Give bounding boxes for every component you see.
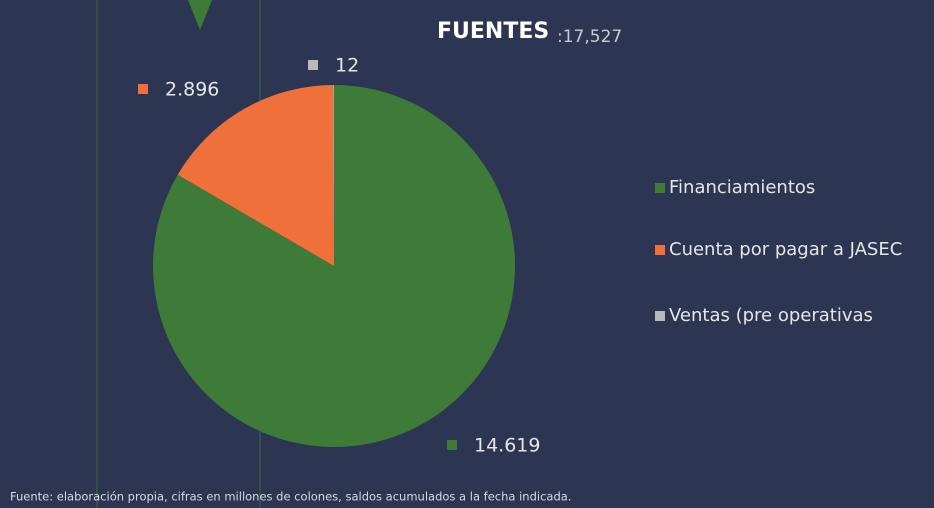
chart-title: FUENTES: [437, 19, 549, 44]
legend-label: Financiamientos: [669, 177, 816, 198]
data-label: 12: [335, 55, 359, 77]
pie-slice: [177, 85, 334, 266]
data-label: 14.619: [474, 435, 540, 457]
footnote: Fuente: elaboración propia, cifras en mi…: [10, 490, 571, 504]
legend-label: Ventas (pre operativas: [669, 305, 873, 326]
legend-label: Cuenta por pagar a JASEC: [669, 239, 903, 260]
pie-slice: [333, 85, 334, 266]
legend-swatch: [655, 183, 665, 193]
data-label: 2.896: [165, 79, 219, 101]
legend-swatch: [655, 311, 665, 321]
data-label-marker: [138, 84, 148, 94]
data-label-marker: [308, 60, 318, 70]
decor-shape: [188, 0, 212, 30]
data-label-marker: [447, 440, 457, 450]
legend-item: Ventas (pre operativas: [655, 304, 934, 328]
legend-item: Financiamientos: [655, 176, 934, 200]
legend-item: Cuenta por pagar a JASEC: [655, 238, 905, 262]
chart-subtitle: :17,527: [557, 27, 622, 47]
legend-swatch: [655, 245, 665, 255]
